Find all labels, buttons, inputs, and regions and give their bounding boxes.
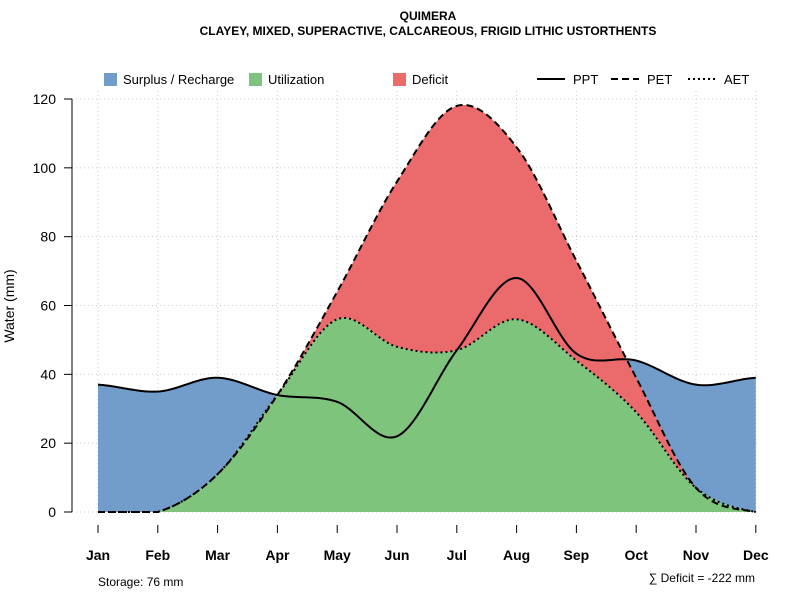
legend-line-label-pet: PET: [647, 72, 672, 87]
axes: 0 20 40 60 80 100 120 Jan Feb Mar Apr May Jun Jul Aug S…: [33, 91, 769, 563]
chart-subtitle: CLAYEY, MIXED, SUPERACTIVE, CALCAREOUS, …: [200, 24, 657, 38]
legend-label-2: Deficit: [412, 72, 449, 87]
y-axis-label: Water (mm): [1, 269, 17, 342]
y-tick-label: 0: [48, 504, 56, 520]
y-tick-label: 80: [40, 229, 56, 245]
x-tick-label-apr: Apr: [265, 547, 290, 563]
y-tick-label: 20: [40, 435, 56, 451]
y-tick-label: 100: [33, 160, 57, 176]
area-fills: [98, 104, 756, 513]
x-tick-label-jun: Jun: [385, 547, 410, 563]
x-tick-label-mar: Mar: [205, 547, 230, 563]
pet-line: [98, 103, 756, 513]
y-tick-label: 40: [40, 366, 56, 382]
deficit-area: [98, 104, 756, 513]
x-tick-label-feb: Feb: [145, 547, 170, 563]
aet-line: [98, 316, 756, 513]
deficit-note: ∑ Deficit = -222 mm: [649, 571, 755, 585]
x-tick-label-jan: Jan: [86, 547, 110, 563]
series-lines: [97, 103, 756, 513]
ppt-line: [97, 276, 756, 439]
x-tick-label-aug: Aug: [503, 547, 530, 563]
chart-title: QUIMERA: [400, 9, 457, 23]
legend-line-label-aet: AET: [724, 72, 749, 87]
legend-swatch-0: [104, 73, 117, 86]
x-tick-label-sep: Sep: [564, 547, 590, 563]
storage-note: Storage: 76 mm: [98, 575, 183, 589]
legend-swatch-1: [249, 73, 262, 86]
utilization-area: [98, 317, 756, 512]
x-tick-label-dec: Dec: [743, 547, 769, 563]
legend-label-0: Surplus / Recharge: [123, 72, 234, 87]
x-tick-label-oct: Oct: [625, 547, 649, 563]
legend: Surplus / Recharge Utilization Deficit PPT P…: [104, 72, 749, 87]
legend-label-1: Utilization: [268, 72, 324, 87]
legend-swatch-2: [393, 73, 406, 86]
legend-line-label-ppt: PPT: [573, 72, 598, 87]
x-tick-label-jul: Jul: [447, 547, 467, 563]
x-tick-label-may: May: [324, 547, 351, 563]
x-tick-label-nov: Nov: [683, 547, 710, 563]
y-tick-label: 60: [40, 298, 56, 314]
y-tick-label: 120: [33, 91, 57, 107]
